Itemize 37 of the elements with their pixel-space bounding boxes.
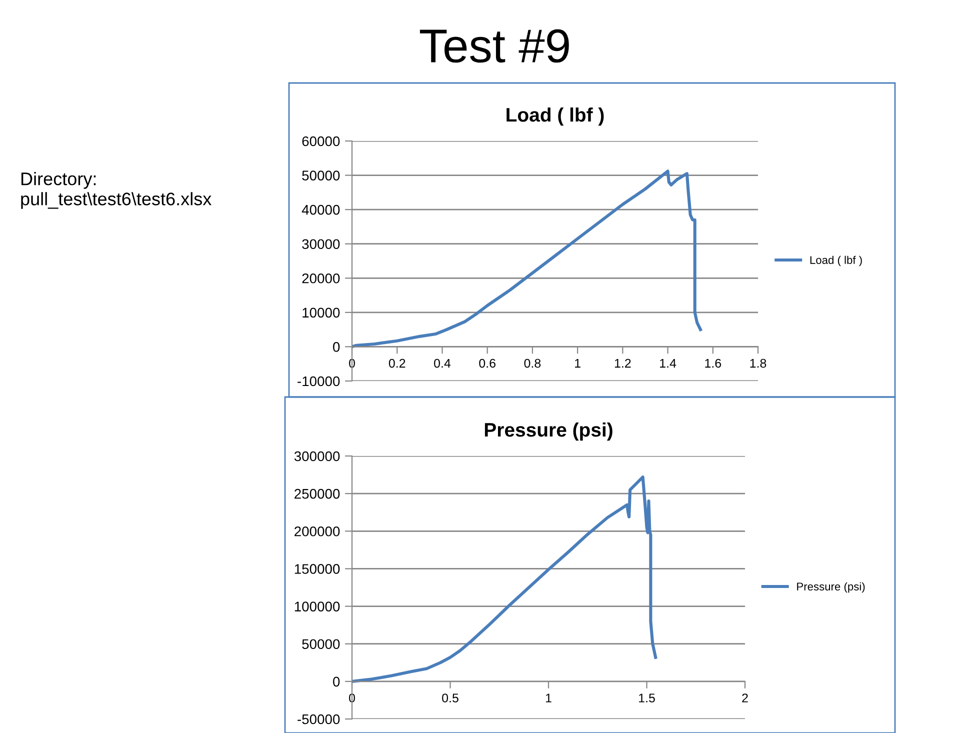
x-tick-label: 0.8: [524, 358, 541, 368]
y-tick-label: 200000: [294, 526, 340, 536]
y-tick-label: 50000: [302, 170, 340, 180]
chart-title: Load ( lbf ): [506, 107, 604, 126]
legend-label: Load ( lbf ): [810, 256, 862, 266]
y-tick-label: 40000: [302, 204, 340, 215]
y-tick-label: 300000: [294, 451, 340, 462]
x-tick-label: 2: [742, 694, 748, 702]
y-tick-label: 250000: [294, 488, 340, 499]
chart-title: Pressure (psi): [484, 422, 612, 441]
x-tick-label: 0.5: [442, 694, 458, 702]
line-series: [352, 476, 658, 683]
y-tick-label: 30000: [302, 239, 340, 250]
x-tick-label: 1: [575, 358, 580, 368]
x-tick-label: 1.2: [614, 358, 631, 368]
x-tick-label: 1.8: [750, 358, 766, 368]
y-tick-label: 50000: [302, 639, 340, 650]
y-tick-label: -50000: [298, 714, 340, 724]
y-tick-label: 0: [333, 342, 340, 352]
y-tick-label: 0: [333, 676, 340, 687]
x-tick-label: 0.6: [479, 358, 496, 368]
text: Directory: pull_test\test6\test6.xlsx: [21, 172, 212, 209]
y-tick-label: 10000: [302, 308, 340, 318]
x-tick-label: 1.4: [660, 358, 676, 368]
x-tick-label: 1.6: [705, 358, 722, 368]
x-tick-label: 1: [546, 694, 552, 702]
line-series: [352, 170, 702, 348]
legend-label: Pressure (psi): [797, 582, 865, 593]
x-tick-label: 1.5: [639, 694, 655, 702]
x-tick-label: 0.4: [434, 358, 451, 368]
y-tick-label: 150000: [294, 564, 340, 574]
y-tick-label: 100000: [294, 602, 340, 612]
y-tick-label: 60000: [302, 136, 340, 146]
x-tick-label: 0.2: [388, 358, 406, 368]
y-tick-label: 20000: [302, 273, 340, 284]
text: Test #9: [420, 29, 569, 63]
y-tick-label: -10000: [298, 376, 340, 386]
